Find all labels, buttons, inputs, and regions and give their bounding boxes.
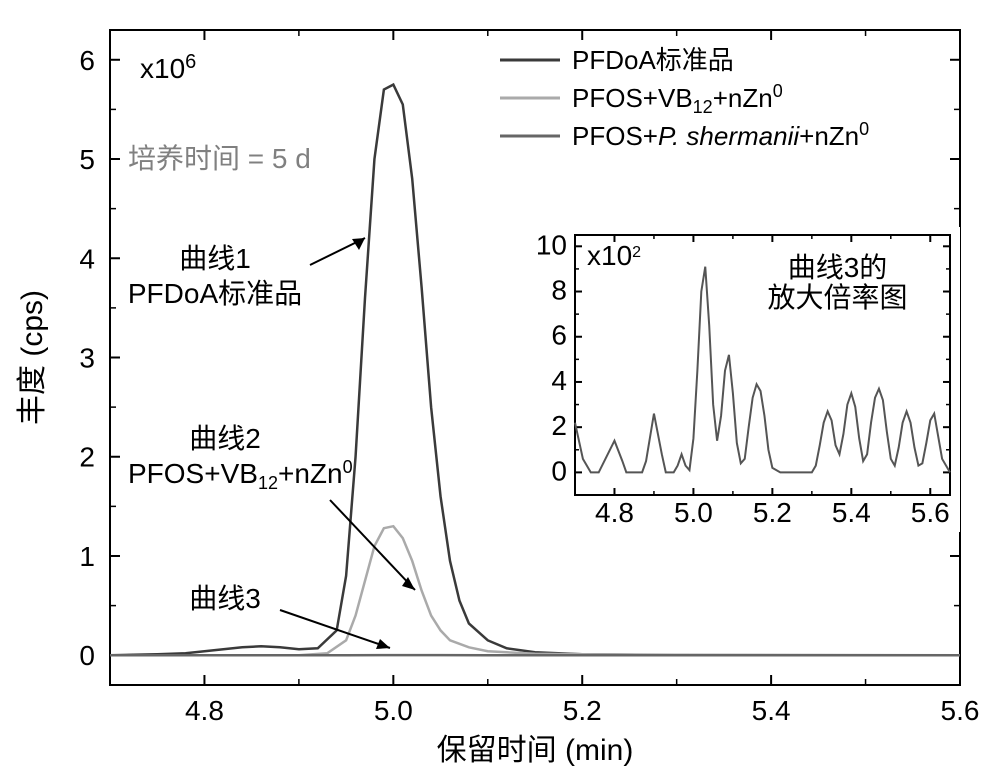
svg-text:PFDoA标准品: PFDoA标准品 [572,45,734,75]
inset-title-line2: 放大倍率图 [767,282,907,313]
svg-text:1: 1 [79,541,95,572]
svg-text:3: 3 [79,343,95,374]
svg-text:10: 10 [536,229,567,260]
curve1-annotation: 曲线1 PFDoA标准品 [128,238,365,309]
svg-text:4: 4 [551,365,567,396]
svg-text:5.4: 5.4 [832,497,871,528]
svg-text:4.8: 4.8 [595,497,634,528]
chart-svg: 4.85.05.25.45.6 0123456 x106 培养时间 = 5 d … [0,0,1000,781]
svg-text:8: 8 [551,275,567,306]
curve1-label-line2: PFDoA标准品 [128,278,302,309]
svg-text:5.6: 5.6 [941,695,980,726]
svg-text:4: 4 [79,243,95,274]
curve3-annotation: 曲线3 [189,583,390,649]
curve3-arrow [280,610,390,648]
chart-container: 4.85.05.25.45.6 0123456 x106 培养时间 = 5 d … [0,0,1000,781]
svg-text:4.8: 4.8 [185,695,224,726]
svg-text:5.4: 5.4 [752,695,791,726]
curve2-label-line2: PFOS+VB12+nZn0 [128,457,353,493]
svg-text:0: 0 [551,455,567,486]
curve2-arrow [330,500,415,590]
main-xlabel: 保留时间 (min) [437,734,634,767]
svg-text:PFOS+P. shermanii+nZn0: PFOS+P. shermanii+nZn0 [572,119,869,151]
inset-plot: 4.85.05.25.45.6 0246810 x102 曲线3的 放大倍率图 [525,227,960,532]
inset-title-line1: 曲线3的 [788,252,888,283]
curve3-arrow-head [376,639,390,649]
incubation-label: 培养时间 = 5 d [128,143,311,174]
main-ylabel: 丰度 (cps) [16,290,49,425]
svg-text:5.2: 5.2 [753,497,792,528]
legend: PFDoA标准品 PFOS+VB12+nZn0PFOS+P. shermanii+… [500,45,869,151]
curve3-label: 曲线3 [189,583,261,614]
inset-bg [525,227,960,532]
svg-text:2: 2 [551,410,567,441]
main-exponent-label: x106 [140,51,196,84]
svg-text:PFOS+VB12+nZn0: PFOS+VB12+nZn0 [572,81,783,117]
svg-text:2: 2 [79,442,95,473]
svg-text:5.2: 5.2 [563,695,602,726]
svg-text:5: 5 [79,144,95,175]
curve2-label-line1: 曲线2 [189,423,261,454]
svg-text:6: 6 [79,45,95,76]
curve2-annotation: 曲线2 PFOS+VB12+nZn0 [128,423,415,590]
curve1-label-line1: 曲线1 [179,243,251,274]
svg-text:6: 6 [551,320,567,351]
svg-text:5.6: 5.6 [911,497,950,528]
svg-text:5.0: 5.0 [674,497,713,528]
svg-text:5.0: 5.0 [374,695,413,726]
svg-text:0: 0 [79,640,95,671]
